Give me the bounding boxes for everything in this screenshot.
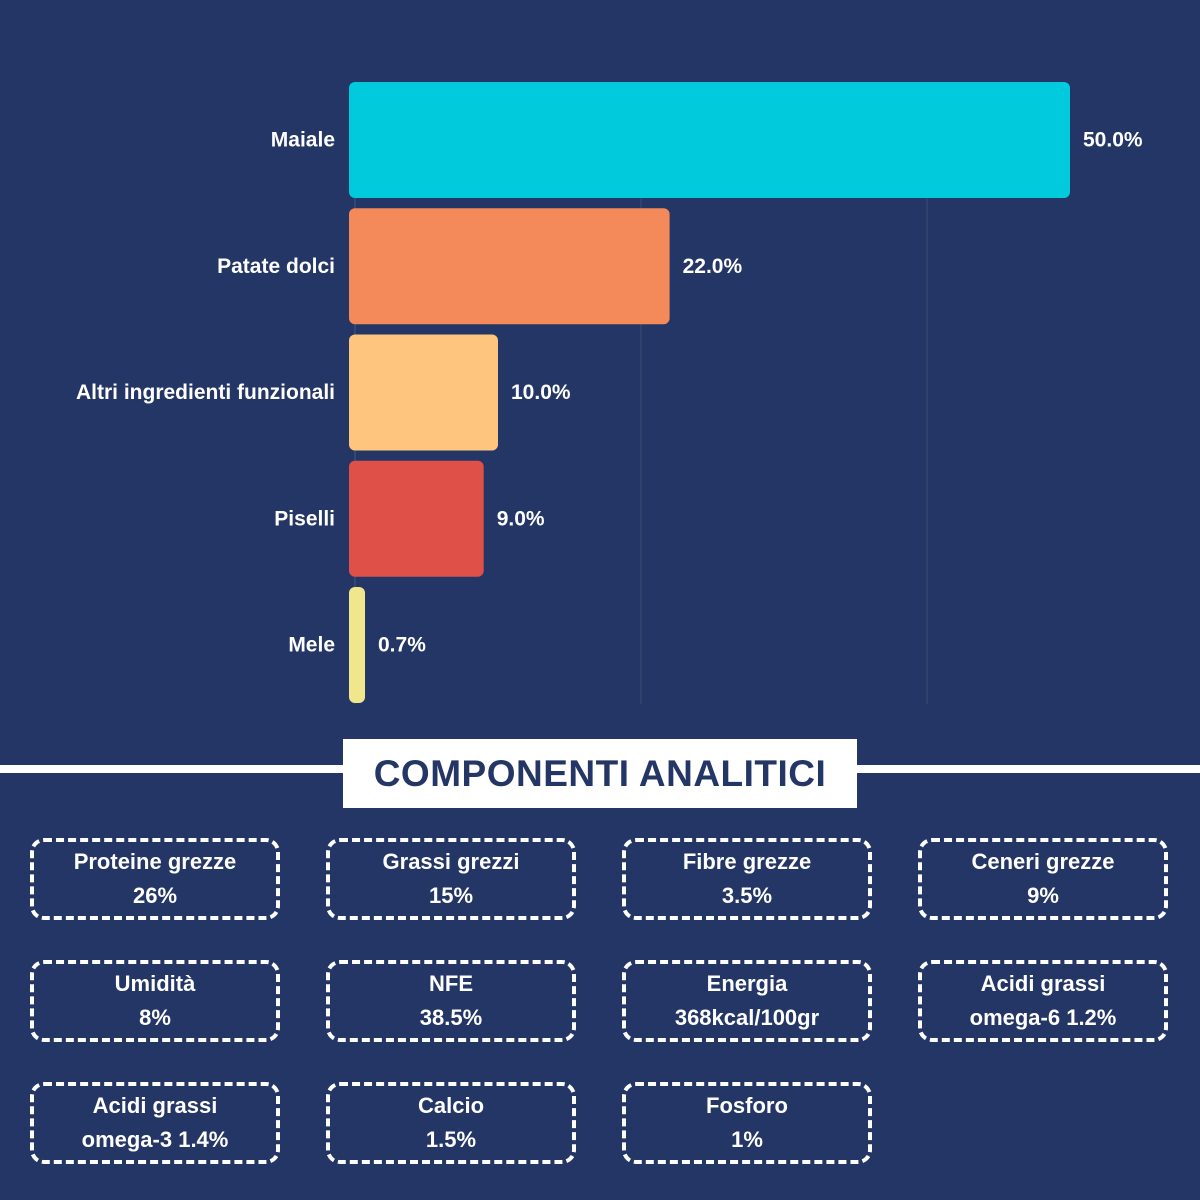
value-label: 0.7% (378, 634, 426, 657)
card-value: 15% (428, 883, 474, 908)
card-value: omega-6 1.2% (969, 1005, 1117, 1030)
value-label: 50.0% (1083, 129, 1143, 152)
card-label: Ceneri grezze (971, 849, 1115, 874)
analytic-card: Energia 368kcal/100gr (622, 960, 872, 1042)
card-value: 38.5% (419, 1005, 483, 1030)
value-label: 9.0% (497, 507, 545, 530)
card-label: Grassi grezzi (382, 849, 520, 874)
card-value: 368kcal/100gr (674, 1005, 820, 1030)
card-label: Acidi grassi (92, 1093, 218, 1118)
card-label: Umidità (114, 971, 196, 996)
analytic-card: Umidità 8% (30, 960, 280, 1042)
analytic-card: Calcio 1.5% (326, 1082, 576, 1164)
analytic-components-grid: Proteine grezze 26% Grassi grezzi 15% Fibr… (30, 838, 1168, 1164)
bar (349, 460, 484, 577)
card-value: 3.5% (721, 883, 773, 908)
card-value: 1.5% (425, 1127, 477, 1152)
card-value: 9% (1027, 883, 1059, 908)
value-label: 10.0% (511, 381, 571, 404)
section-divider-right (856, 765, 1200, 773)
card-value: omega-3 1.4% (81, 1127, 229, 1152)
category-label: Maiale (271, 129, 335, 152)
analytic-card: Ceneri grezze 9% (918, 838, 1168, 920)
analytic-card: Fibre grezze 3.5% (622, 838, 872, 920)
card-label: NFE (429, 971, 473, 996)
category-label: Patate dolci (217, 255, 335, 278)
analytic-card: Fosforo 1% (622, 1082, 872, 1164)
ingredients-bar-chart: Maiale 50.0% Patate dolci 22.0% Altri ingred… (76, 82, 1143, 704)
bar (349, 334, 498, 451)
analytic-card: Acidi grassi omega-3 1.4% (30, 1082, 280, 1164)
card-value: 26% (132, 883, 178, 908)
chart-labels: Maiale 50.0% Patate dolci 22.0% Altri ingred… (76, 129, 1143, 657)
category-label: Altri ingredienti funzionali (76, 381, 335, 404)
chart-bars (349, 82, 1070, 703)
bar (349, 208, 670, 325)
card-label: Acidi grassi (980, 971, 1106, 996)
section-title: COMPONENTI ANALITICI (343, 739, 857, 808)
bar (349, 587, 366, 703)
analytic-card: NFE 38.5% (326, 960, 576, 1042)
card-label: Calcio (417, 1093, 485, 1118)
card-value: 8% (139, 1005, 171, 1030)
card-label: Energia (706, 971, 788, 996)
bar (349, 82, 1070, 198)
card-label: Proteine grezze (73, 849, 237, 874)
value-label: 22.0% (683, 255, 743, 278)
analytic-card: Proteine grezze 26% (30, 838, 280, 920)
analytic-card: Acidi grassi omega-6 1.2% (918, 960, 1168, 1042)
card-label: Fibre grezze (682, 849, 812, 874)
card-value: 1% (731, 1127, 763, 1152)
category-label: Piselli (274, 507, 335, 530)
card-label: Fosforo (706, 1093, 788, 1118)
category-label: Mele (288, 634, 335, 657)
section-divider-left (0, 765, 345, 773)
analytic-card: Grassi grezzi 15% (326, 838, 576, 920)
